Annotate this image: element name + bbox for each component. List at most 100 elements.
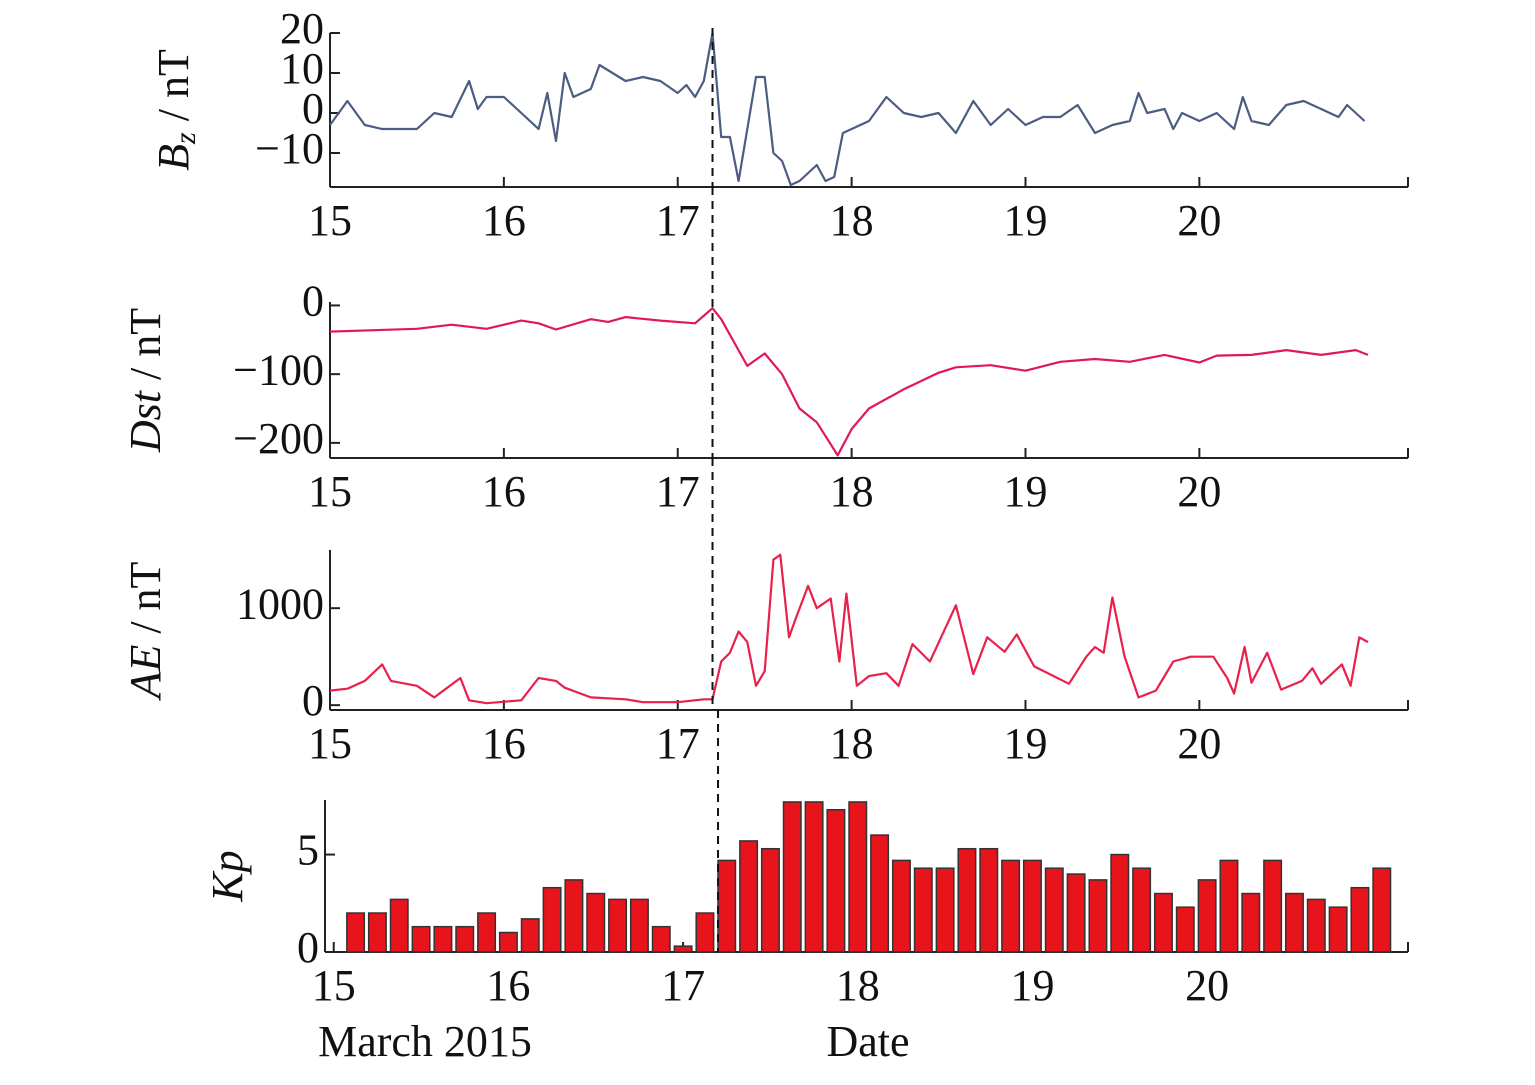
bar (1044, 867, 1064, 953)
x-tick-label: 16 (482, 467, 526, 516)
bar (1241, 892, 1261, 953)
x-tick-label: 16 (486, 961, 530, 1010)
bar (1153, 892, 1173, 953)
bar (498, 931, 518, 953)
x-tick-label: 20 (1185, 961, 1229, 1010)
bar (1263, 859, 1283, 953)
bar (957, 847, 977, 953)
bar (564, 879, 584, 953)
bar (739, 840, 759, 953)
y-label-symbol: B (149, 144, 198, 171)
bar (760, 847, 780, 953)
x-tick-label: 17 (656, 467, 700, 516)
bar (782, 801, 802, 953)
x-tick-label: 20 (1177, 719, 1221, 768)
x-tick-label: 16 (482, 719, 526, 768)
bar (1350, 886, 1370, 953)
y-axis-label: Dst / nT (121, 308, 170, 453)
y-axis-label: AE / nT (121, 561, 170, 701)
bar (848, 801, 868, 953)
y-tick-label: 20 (280, 4, 324, 53)
bar (695, 912, 715, 953)
bar (651, 925, 671, 953)
x-tick-label: 17 (661, 961, 705, 1010)
data-line (329, 307, 1369, 457)
x-tick-label: 18 (830, 196, 874, 245)
bar (1110, 853, 1130, 953)
x-tick-label: 20 (1177, 196, 1221, 245)
y-tick-label: 5 (297, 826, 319, 875)
y-label-symbol: Kp (203, 850, 252, 902)
bar (389, 898, 409, 953)
y-tick-label: −200 (233, 414, 324, 463)
bar (1284, 892, 1304, 953)
x-tick-label: 19 (1003, 467, 1047, 516)
x-tick-label: 15 (308, 467, 352, 516)
x-axis-label: Date (826, 1017, 909, 1066)
bar (1132, 867, 1152, 953)
bar (826, 808, 846, 953)
y-label-subscript: z (169, 132, 202, 145)
y-axis-label: Kp (203, 850, 252, 902)
bar (433, 925, 453, 953)
bar (979, 847, 999, 953)
bar (608, 898, 628, 953)
bar (1306, 898, 1326, 953)
bar (1197, 879, 1217, 953)
y-tick-label: 0 (302, 676, 324, 725)
bar (673, 945, 693, 953)
y-tick-label: −100 (233, 345, 324, 394)
bar (870, 834, 890, 953)
bar (520, 918, 540, 953)
y-tick-label: 10 (280, 44, 324, 93)
y-tick-label: −10 (255, 124, 324, 173)
bar (586, 892, 606, 953)
bar (1219, 859, 1239, 953)
x-tick-label: 18 (830, 719, 874, 768)
x-tick-label: 19 (1010, 961, 1054, 1010)
bar (1088, 879, 1108, 953)
x-tick-label: 17 (656, 719, 700, 768)
bar (1175, 906, 1195, 953)
bar (1001, 859, 1021, 953)
data-line (329, 553, 1369, 705)
bar (935, 867, 955, 953)
bar (367, 912, 387, 953)
bar (1066, 873, 1086, 953)
bar (542, 886, 562, 953)
x-tick-label: 18 (830, 467, 874, 516)
bar (346, 912, 366, 953)
y-label-unit: / nT (121, 308, 170, 391)
date-annotation: March 2015 (318, 1017, 532, 1066)
y-tick-label: 1000 (236, 579, 324, 628)
x-tick-label: 15 (312, 961, 356, 1010)
bar (629, 898, 649, 953)
bar (1372, 867, 1392, 953)
y-axis-label: Bz / nT (149, 49, 202, 171)
bar (1022, 859, 1042, 953)
x-tick-label: 19 (1003, 719, 1047, 768)
data-line (329, 31, 1366, 187)
x-tick-label: 18 (836, 961, 880, 1010)
x-tick-label: 19 (1003, 196, 1047, 245)
bar (477, 912, 497, 953)
x-tick-label: 15 (308, 719, 352, 768)
y-label-symbol: Dst (121, 389, 170, 453)
x-tick-label: 20 (1177, 467, 1221, 516)
bar (717, 859, 737, 953)
x-tick-label: 16 (482, 196, 526, 245)
y-label-unit: / nT (121, 561, 170, 644)
y-tick-label: 0 (302, 84, 324, 133)
y-label-symbol: AE (121, 645, 170, 702)
bar (804, 801, 824, 953)
bar (455, 925, 475, 953)
x-tick-label: 17 (656, 196, 700, 245)
y-label-unit: / nT (149, 49, 198, 132)
x-tick-label: 15 (308, 196, 352, 245)
bar (1328, 906, 1348, 953)
y-tick-label: 0 (297, 923, 319, 972)
y-tick-label: 0 (302, 277, 324, 326)
bar (891, 859, 911, 953)
bar (411, 925, 431, 953)
